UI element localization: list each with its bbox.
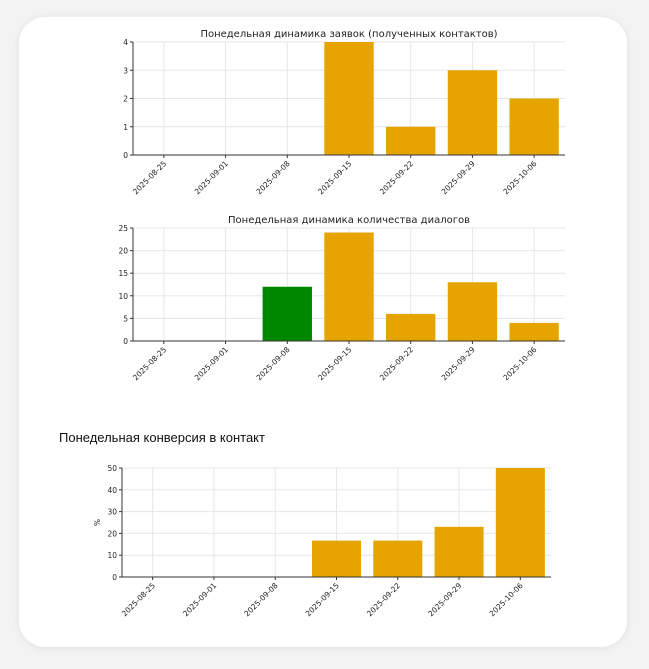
- y-tick-label: 25: [118, 224, 128, 233]
- bar: [495, 468, 545, 577]
- y-tick-label: 4: [123, 38, 128, 47]
- bar: [434, 526, 484, 577]
- bar: [311, 540, 362, 577]
- y-axis-label: %: [93, 519, 102, 526]
- y-tick-label: 20: [118, 247, 128, 256]
- bar: [324, 232, 374, 341]
- y-tick-label: 50: [107, 464, 117, 473]
- bar: [509, 98, 559, 155]
- y-tick-label: 0: [123, 151, 128, 160]
- x-tick-label: 2025-09-22: [365, 581, 402, 618]
- y-tick-label: 30: [107, 508, 117, 517]
- x-tick-label: 2025-09-15: [304, 581, 341, 618]
- bar: [447, 70, 498, 155]
- bar: [373, 540, 423, 577]
- y-tick-label: 40: [107, 486, 117, 495]
- x-tick-label: 2025-09-08: [242, 581, 279, 618]
- chart-title: Понедельная динамика количества диалогов: [228, 215, 470, 226]
- x-tick-label: 2025-08-25: [120, 581, 157, 618]
- bar: [262, 286, 312, 341]
- y-tick-label: 15: [118, 269, 128, 278]
- y-tick-label: 20: [107, 529, 117, 538]
- x-tick-label: 2025-09-01: [181, 581, 218, 618]
- x-tick-label: 2025-10-06: [488, 581, 525, 618]
- bar: [324, 42, 374, 155]
- y-tick-label: 0: [123, 337, 128, 346]
- y-tick-label: 0: [112, 573, 117, 582]
- y-tick-label: 2: [123, 95, 128, 104]
- y-tick-label: 3: [123, 66, 128, 75]
- bar: [386, 313, 436, 341]
- bar: [386, 126, 436, 155]
- conversion-section-title: Понедельная конверсия в контакт: [59, 430, 265, 445]
- y-tick-label: 10: [107, 551, 117, 560]
- y-tick-label: 5: [123, 314, 128, 323]
- x-tick-label: 2025-09-29: [426, 581, 463, 618]
- bar: [447, 282, 498, 341]
- bar: [509, 322, 559, 341]
- y-tick-label: 1: [123, 123, 128, 132]
- y-tick-label: 10: [118, 292, 128, 301]
- chart-title: Понедельная динамика заявок (полученных …: [200, 29, 497, 40]
